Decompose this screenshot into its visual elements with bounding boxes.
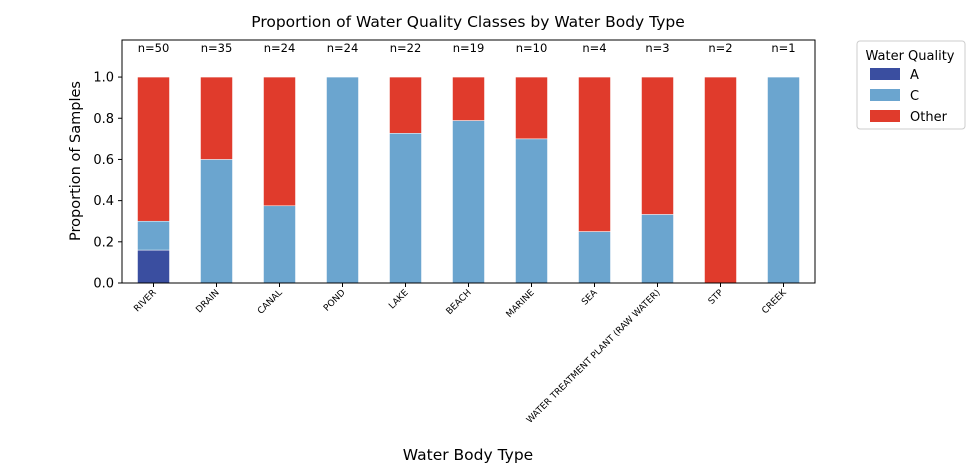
legend-frame <box>856 40 966 130</box>
bar-segment-c-3 <box>326 76 359 284</box>
count-label-9: n=2 <box>708 41 732 55</box>
bar-segment-other-5 <box>452 76 485 121</box>
bar-segment-a-0 <box>137 249 170 284</box>
y-axis: 0.0 0.2 0.4 0.6 0.8 1.0 <box>93 71 122 292</box>
legend-swatch-c <box>870 89 900 101</box>
bar-segment-c-6 <box>515 138 548 284</box>
legend-label-c: C <box>910 89 919 104</box>
count-label-3: n=24 <box>327 41 359 55</box>
count-label-10: n=1 <box>771 41 795 55</box>
count-label-5: n=19 <box>453 41 485 55</box>
count-label-7: n=4 <box>582 41 606 55</box>
legend-swatch-other <box>870 110 900 122</box>
bar-segment-other-1 <box>200 76 233 160</box>
x-tick-label-6: MARINE <box>505 288 537 320</box>
x-tick-label-10: CREEK <box>760 287 789 316</box>
bar-segment-c-2 <box>263 205 296 284</box>
bar-segment-c-10 <box>767 76 800 284</box>
legend-swatch-a <box>870 68 900 80</box>
count-label-4: n=22 <box>390 41 422 55</box>
x-tick-label-4: LAKE <box>387 288 411 312</box>
count-label-2: n=24 <box>264 41 296 55</box>
bar-segment-c-4 <box>389 133 422 284</box>
count-label-6: n=10 <box>516 41 548 55</box>
bar-segment-other-4 <box>389 76 422 134</box>
bar-segment-other-6 <box>515 76 548 140</box>
y-tick-label-0: 0.0 <box>93 277 114 292</box>
legend-label-other: Other <box>910 110 948 125</box>
bar-segment-c-8 <box>641 214 674 284</box>
x-axis: RIVER DRAIN CANAL POND LAKE BEACH MARINE SEAWAT… <box>132 283 789 426</box>
y-tick-label-5: 1.0 <box>93 71 114 86</box>
y-axis-label: Proportion of Samples <box>68 81 84 241</box>
y-tick-label-4: 0.8 <box>93 112 114 127</box>
legend-title: Water Quality <box>865 49 954 64</box>
x-tick-label-2: CANAL <box>256 288 285 317</box>
chart-title: Proportion of Water Quality Classes by W… <box>251 13 685 31</box>
x-tick-label-7: SEA <box>580 287 600 307</box>
x-tick-label-3: POND <box>322 288 348 314</box>
x-axis-label: Water Body Type <box>403 446 533 463</box>
count-label-1: n=35 <box>201 41 233 55</box>
y-tick-label-3: 0.6 <box>93 153 114 168</box>
legend: Water Quality AC Other <box>856 40 966 130</box>
bar-segment-other-0 <box>137 76 170 222</box>
bar-segment-other-8 <box>641 76 674 215</box>
count-label-8: n=3 <box>645 41 669 55</box>
y-tick-label-1: 0.2 <box>93 235 114 250</box>
bar-segment-c-7 <box>578 231 611 284</box>
legend-label-a: A <box>910 68 919 83</box>
x-tick-label-5: BEACH <box>445 288 474 317</box>
x-tick-label-9: STP <box>707 288 726 307</box>
bar-segment-other-2 <box>263 76 296 207</box>
bar-segment-c-0 <box>137 220 170 251</box>
x-tick-label-1: DRAIN <box>194 288 221 315</box>
count-label-0: n=50 <box>138 41 170 55</box>
y-tick-label-2: 0.4 <box>93 194 114 209</box>
bar-segment-other-7 <box>578 76 611 232</box>
x-tick-label-8: WATER TREATMENT PLANT (RAW WATER) <box>525 288 663 426</box>
bar-segment-other-9 <box>704 76 737 284</box>
bar-segment-c-1 <box>200 159 233 284</box>
plot-area: n=50 n=35 n=24 n=24 n=22 n=19 n=10 n=4 n=3 n=2 n=1 <box>137 41 800 284</box>
bar-segment-c-5 <box>452 120 485 284</box>
x-tick-label-0: RIVER <box>132 288 158 314</box>
